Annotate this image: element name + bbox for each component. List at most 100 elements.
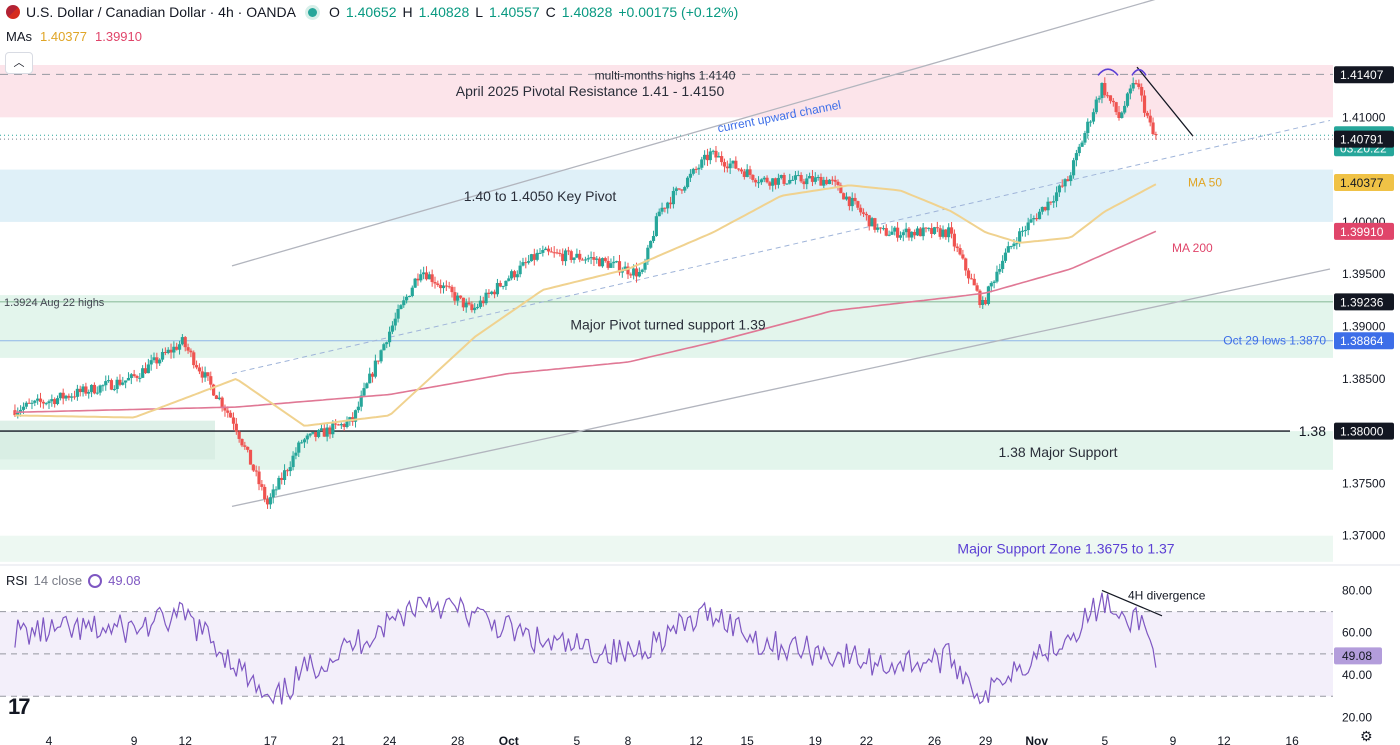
candle — [200, 366, 204, 383]
candle-body — [152, 357, 156, 361]
price-label-text: 1.38864 — [1340, 334, 1384, 348]
symbol-title[interactable]: U.S. Dollar / Canadian Dollar · 4h · OAN… — [26, 4, 296, 20]
candle — [876, 223, 880, 233]
candle — [893, 226, 897, 236]
candle — [637, 267, 641, 278]
candle-body — [1117, 112, 1121, 118]
candle-body — [277, 477, 281, 490]
candle — [1154, 131, 1158, 140]
candle — [626, 262, 630, 279]
candle — [546, 245, 551, 256]
candle — [1018, 228, 1022, 247]
candle-body — [512, 271, 517, 278]
candle-body — [859, 207, 863, 213]
price-label-1.38000: 1.38000 — [1334, 422, 1394, 440]
candle-body — [969, 278, 974, 280]
candle-body — [214, 395, 219, 400]
candle-body — [456, 295, 460, 301]
candle-body — [294, 452, 298, 456]
candle — [189, 348, 193, 358]
candle-body — [992, 281, 996, 284]
tradingview-logo-icon[interactable]: 17 — [8, 694, 31, 719]
candle — [549, 247, 553, 253]
candle — [254, 465, 258, 477]
candle — [356, 401, 360, 413]
candle — [651, 230, 656, 244]
ma-legend[interactable]: MAs 1.40377 1.39910 — [6, 29, 142, 44]
candle — [124, 380, 128, 389]
candle — [847, 196, 851, 211]
candle-body — [796, 175, 800, 177]
ma50-legend-value: 1.40377 — [40, 29, 87, 44]
candle — [104, 375, 108, 391]
rsi-tick-label: 40.00 — [1342, 668, 1372, 682]
candle — [725, 160, 729, 173]
candle — [836, 179, 840, 191]
settings-gear-icon[interactable]: ⚙ — [1360, 728, 1373, 744]
candle-body — [1106, 95, 1110, 97]
candle — [541, 245, 545, 257]
candle — [688, 169, 693, 182]
candle — [910, 231, 914, 242]
candle-body — [640, 269, 644, 272]
candle — [776, 173, 781, 189]
candle-body — [825, 179, 829, 185]
rsi-tick-label: 80.00 — [1342, 583, 1372, 597]
candle-body — [870, 218, 874, 227]
candle — [527, 255, 531, 265]
candle — [904, 222, 908, 238]
candle — [146, 358, 150, 374]
price-label-1.40377: 1.40377 — [1334, 173, 1394, 191]
candle-body — [876, 227, 880, 230]
collapse-legend-button[interactable]: ︿ — [5, 52, 33, 74]
candle-body — [124, 380, 128, 383]
candle-body — [336, 424, 341, 426]
x-tick-label: 12 — [689, 734, 703, 745]
candle — [612, 256, 616, 269]
candle — [694, 166, 698, 174]
candle-body — [38, 398, 43, 402]
rsi-line — [14, 592, 1157, 705]
candle-body — [376, 360, 380, 362]
candle — [370, 372, 375, 383]
candle — [1006, 241, 1010, 253]
candle — [61, 388, 65, 405]
candle — [95, 386, 99, 395]
candle-body — [291, 455, 295, 468]
rsi-legend[interactable]: RSI 14 close 49.08 — [6, 573, 141, 588]
candle-body — [612, 261, 616, 264]
candle-body — [478, 300, 483, 307]
candle — [754, 178, 758, 187]
candle-body — [362, 388, 366, 396]
candle-body — [75, 388, 79, 397]
candle-body — [532, 254, 536, 260]
candle — [864, 211, 868, 221]
candle — [952, 229, 956, 252]
candle — [107, 375, 111, 383]
candle-body — [180, 337, 184, 345]
candle — [1089, 120, 1093, 127]
candle-body — [546, 248, 551, 252]
candle-body — [314, 432, 318, 437]
candle — [473, 303, 477, 314]
candle-body — [365, 383, 369, 389]
refresh-icon[interactable] — [88, 573, 103, 588]
candle-body — [904, 228, 908, 233]
candle — [685, 176, 690, 189]
high-arc-1 — [1097, 68, 1119, 76]
candle-body — [555, 252, 559, 254]
candle — [101, 384, 105, 392]
candle-body — [1037, 211, 1042, 220]
candle-body — [518, 265, 522, 275]
symbol-header: U.S. Dollar / Canadian Dollar · 4h · OAN… — [6, 4, 738, 20]
candle-body — [334, 423, 338, 425]
candle — [98, 384, 102, 396]
candle — [552, 246, 556, 258]
candle-body — [229, 412, 233, 418]
high-label: H — [402, 4, 413, 20]
candle — [822, 176, 826, 189]
candle — [782, 172, 786, 186]
candle — [600, 257, 605, 268]
candle — [745, 164, 749, 178]
